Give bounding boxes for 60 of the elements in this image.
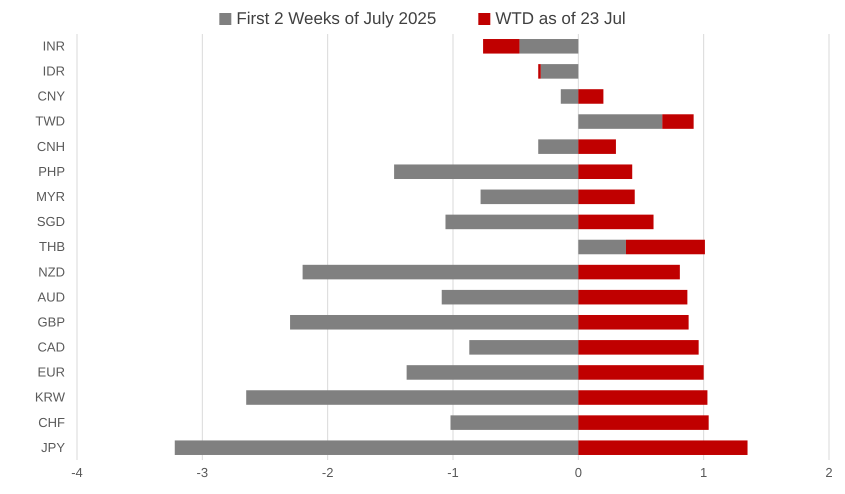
- bar: [578, 365, 704, 380]
- bar: [450, 415, 578, 430]
- x-tick-label: 1: [700, 465, 708, 480]
- x-tick-label: -3: [196, 465, 208, 480]
- y-tick-label: CAD: [38, 340, 65, 355]
- y-tick-label: THB: [39, 239, 65, 254]
- x-tick-label: 2: [825, 465, 833, 480]
- bar: [626, 240, 705, 254]
- bar: [578, 415, 709, 430]
- bar: [578, 190, 635, 204]
- bar: [519, 39, 578, 54]
- x-tick-label: -1: [447, 465, 459, 480]
- bar: [445, 214, 578, 230]
- bar: [578, 340, 699, 355]
- bar: [662, 114, 694, 129]
- x-tick-label: 0: [574, 465, 582, 480]
- y-tick-label: CNH: [36, 138, 65, 154]
- bar: [246, 390, 578, 405]
- bar: [538, 64, 541, 79]
- bar: [469, 340, 578, 355]
- y-tick-label: KRW: [34, 390, 66, 405]
- bar: [174, 440, 578, 455]
- y-tick-label: CNY: [38, 88, 66, 104]
- y-tick-label: IDR: [42, 64, 65, 79]
- bar: [578, 440, 748, 455]
- y-tick-label: JPY: [41, 440, 66, 455]
- y-tick-label: CHF: [38, 414, 66, 430]
- bar: [290, 314, 578, 330]
- bar: [578, 114, 662, 129]
- bar: [483, 39, 520, 54]
- bar: [578, 264, 680, 280]
- bar: [578, 139, 616, 154]
- y-tick-label: AUD: [38, 289, 65, 304]
- x-tick-label: -4: [71, 465, 83, 480]
- bar: [540, 64, 578, 79]
- bar: [442, 290, 578, 304]
- bar: [406, 365, 578, 380]
- bar: [480, 190, 578, 204]
- bar: [578, 240, 626, 254]
- bar: [538, 139, 578, 154]
- bar: [578, 89, 604, 104]
- bar: [578, 290, 688, 304]
- legend-label: First 2 Weeks of July 2025: [236, 9, 436, 28]
- y-tick-label: TWD: [35, 114, 65, 129]
- bar: [394, 164, 578, 180]
- bar: [560, 89, 578, 104]
- y-tick-label: PHP: [38, 164, 65, 179]
- y-tick-label: EUR: [38, 364, 65, 380]
- y-tick-label: INR: [42, 38, 65, 54]
- y-tick-label: SGD: [36, 214, 65, 230]
- bar: [578, 214, 654, 230]
- legend-label: WTD as of 23 Jul: [495, 9, 626, 28]
- bar: [578, 390, 708, 405]
- y-tick-label: GBP: [38, 314, 65, 330]
- bar: [578, 164, 632, 180]
- y-tick-label: MYR: [36, 188, 65, 204]
- bar: [302, 264, 578, 280]
- y-tick-label: NZD: [38, 264, 65, 280]
- x-tick-label: -2: [322, 465, 334, 480]
- bar: [578, 314, 689, 330]
